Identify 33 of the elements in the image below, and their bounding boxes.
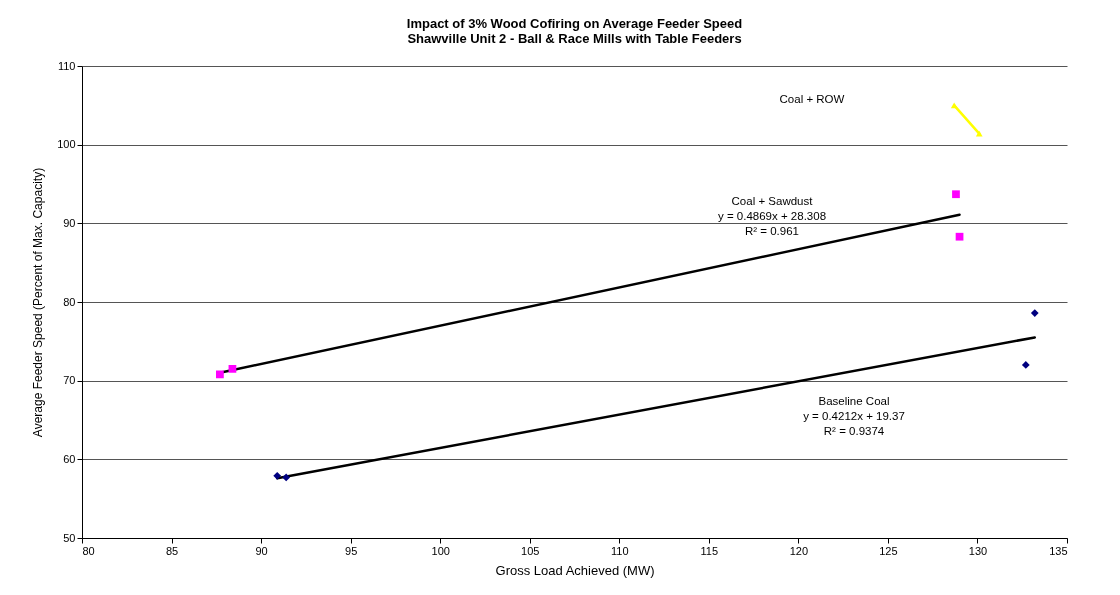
y-tick-label: 110 bbox=[57, 59, 76, 72]
annotation: Coal + Sawdust y = 0.4869x + 28.308 R² = 0.961 bbox=[717, 195, 827, 237]
point bbox=[955, 232, 964, 241]
point bbox=[282, 473, 291, 482]
point bbox=[952, 190, 960, 199]
x-tick-label: 95 bbox=[345, 544, 358, 557]
y-axis-title: Average Feeder Speed (Percent of Max. Capacity) bbox=[31, 167, 46, 438]
x-tick-label: 105 bbox=[521, 544, 540, 557]
annotation: Coal + ROW bbox=[779, 93, 845, 105]
x-tick-label: 135 bbox=[1049, 544, 1068, 557]
annotation: Baseline Coal y = 0.4212x + 19.37 R² = 0.9374 bbox=[803, 395, 905, 437]
x-tick-label: 125 bbox=[879, 544, 898, 557]
x-tick-label: 85 bbox=[165, 544, 179, 557]
point bbox=[273, 471, 282, 480]
y-tick-label: 100 bbox=[57, 138, 76, 151]
x-tick-label: 100 bbox=[431, 544, 450, 557]
point bbox=[216, 370, 224, 379]
x-tick-label: 120 bbox=[789, 544, 809, 557]
x-tick-label: 90 bbox=[255, 544, 268, 557]
y-tick-label: 60 bbox=[63, 452, 76, 465]
y-tick-label: 90 bbox=[63, 216, 76, 229]
point bbox=[228, 364, 237, 373]
point bbox=[1030, 309, 1039, 317]
y-tick-label: 70 bbox=[63, 374, 76, 387]
x-tick-label: 110 bbox=[611, 544, 629, 557]
x-tick-label: 130 bbox=[968, 544, 988, 557]
x-axis-title: Gross Load Achieved (MW) bbox=[495, 562, 655, 578]
chart-title: Impact of 3% Wood Cofiring on Average Feeder Speed Shawville Unit 2 - Ball & Race Mills with Table Feeders bbox=[406, 16, 743, 46]
y-tick-label: 80 bbox=[63, 295, 76, 308]
x-tick-label: 80 bbox=[82, 544, 95, 557]
y-tick-label: 50 bbox=[63, 531, 76, 544]
x-tick-label: 115 bbox=[700, 544, 719, 557]
point bbox=[1021, 361, 1030, 369]
